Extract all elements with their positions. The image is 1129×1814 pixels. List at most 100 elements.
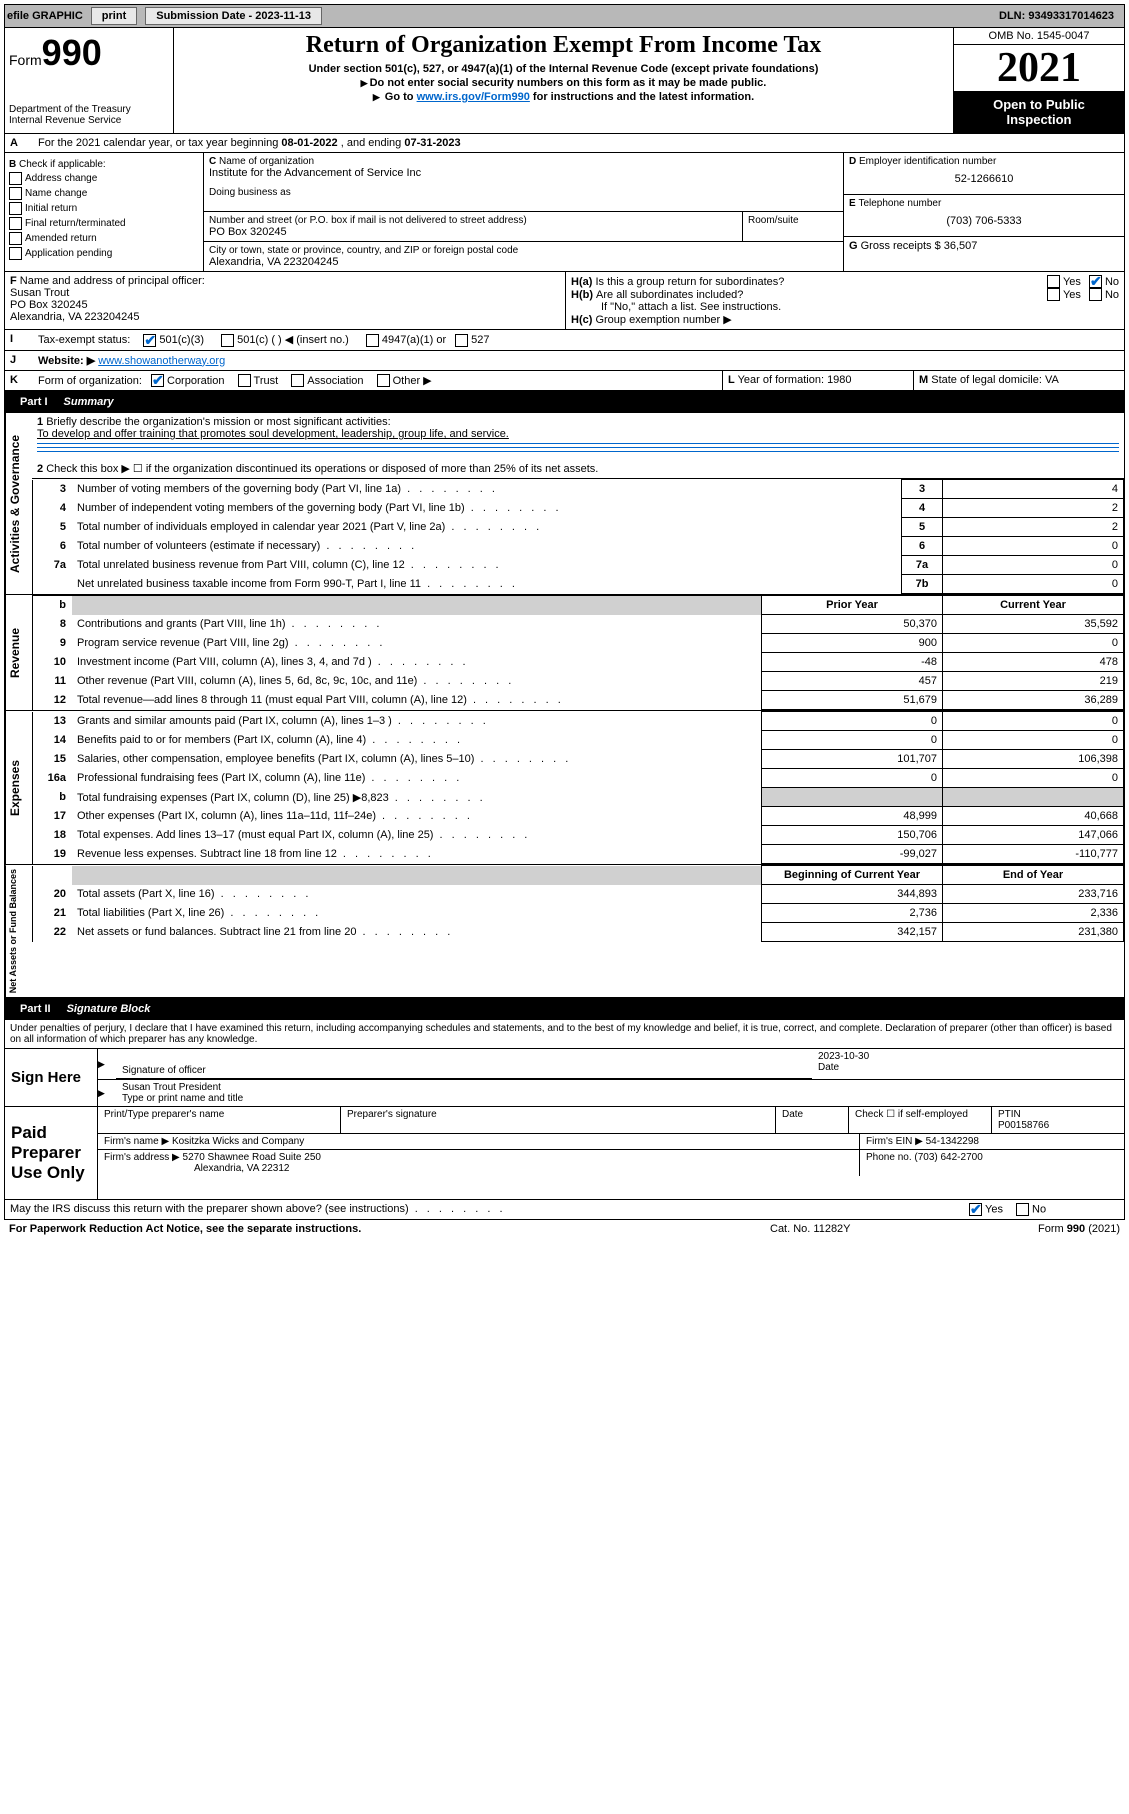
paid-preparer-label: Paid Preparer Use Only	[5, 1107, 98, 1199]
checkbox-527[interactable]	[455, 334, 468, 347]
part-2-header: Part II Signature Block	[4, 998, 1125, 1020]
website-link[interactable]: www.showanotherway.org	[98, 355, 225, 367]
paperwork-notice: For Paperwork Reduction Act Notice, see …	[9, 1223, 770, 1235]
checkbox-association[interactable]	[291, 374, 304, 387]
checkbox-application-pending[interactable]	[9, 247, 22, 260]
identity-block: B Check if applicable: Address change Na…	[4, 153, 1125, 272]
table-row: 4Number of independent voting members of…	[33, 499, 1124, 518]
net-assets-table: Beginning of Current Year End of Year 20…	[32, 865, 1124, 942]
form-number: 990	[42, 32, 102, 73]
table-row: 18Total expenses. Add lines 13–17 (must …	[33, 826, 1124, 845]
net-assets-block: Net Assets or Fund Balances Beginning of…	[4, 865, 1125, 998]
row-j: J Website: ▶ www.showanotherway.org	[4, 351, 1125, 371]
table-row: 5Total number of individuals employed in…	[33, 518, 1124, 537]
table-row: 9Program service revenue (Part VIII, lin…	[33, 634, 1124, 653]
row-i: I Tax-exempt status: 501(c)(3) 501(c) ( …	[4, 330, 1125, 351]
table-row: 21Total liabilities (Part X, line 26)2,7…	[33, 904, 1124, 923]
org-name: Institute for the Advancement of Service…	[209, 167, 838, 179]
table-row: 17Other expenses (Part IX, column (A), l…	[33, 807, 1124, 826]
header-mid: Return of Organization Exempt From Incom…	[174, 28, 953, 133]
checkbox-final-return[interactable]	[9, 217, 22, 230]
dept-label: Department of the Treasury	[9, 104, 169, 115]
paid-preparer-block: Paid Preparer Use Only Print/Type prepar…	[4, 1107, 1125, 1200]
checkbox-4947[interactable]	[366, 334, 379, 347]
checkbox-initial-return[interactable]	[9, 202, 22, 215]
omb-number: OMB No. 1545-0047	[954, 28, 1124, 45]
checkbox-trust[interactable]	[238, 374, 251, 387]
table-row: 19Revenue less expenses. Subtract line 1…	[33, 845, 1124, 864]
table-row: 11Other revenue (Part VIII, column (A), …	[33, 672, 1124, 691]
print-button[interactable]: print	[91, 7, 137, 25]
part-1-header: Part I Summary	[4, 391, 1125, 413]
header-left: Form990 Department of the Treasury Inter…	[5, 28, 174, 133]
footer-row: For Paperwork Reduction Act Notice, see …	[4, 1220, 1125, 1238]
dln-box: DLN: 93493317014623	[999, 10, 1114, 22]
table-row: 10Investment income (Part VIII, column (…	[33, 653, 1124, 672]
tax-year-begin: 08-01-2022	[281, 137, 337, 149]
checkbox-ha-no[interactable]	[1089, 275, 1102, 288]
checkbox-corporation[interactable]	[151, 374, 164, 387]
col-begin-year: Beginning of Current Year	[762, 866, 943, 885]
table-row: bTotal fundraising expenses (Part IX, co…	[33, 788, 1124, 807]
table-row: 3Number of voting members of the governi…	[33, 480, 1124, 499]
governance-table: 3Number of voting members of the governi…	[32, 479, 1124, 594]
arrow-icon	[98, 1087, 107, 1099]
part-1-body: Activities & Governance 1 Briefly descri…	[4, 413, 1125, 595]
officer-group-block: F Name and address of principal officer:…	[4, 272, 1125, 330]
table-row: 7aTotal unrelated business revenue from …	[33, 556, 1124, 575]
firm-phone: (703) 642-2700	[914, 1152, 982, 1163]
table-row: 20Total assets (Part X, line 16)344,8932…	[33, 885, 1124, 904]
checkbox-amended[interactable]	[9, 232, 22, 245]
row-klm: K Form of organization: Corporation Trus…	[4, 371, 1125, 392]
checkbox-501c[interactable]	[221, 334, 234, 347]
ptin-value: P00158766	[998, 1120, 1118, 1131]
expenses-table: 13Grants and similar amounts paid (Part …	[32, 711, 1124, 864]
table-row: 6Total number of volunteers (estimate if…	[33, 537, 1124, 556]
table-row: 16aProfessional fundraising fees (Part I…	[33, 769, 1124, 788]
submission-date-box: Submission Date - 2023-11-13	[145, 7, 322, 25]
firm-name: Kositzka Wicks and Company	[172, 1136, 304, 1147]
year-formation: 1980	[827, 374, 851, 386]
firm-address-2: Alexandria, VA 22312	[104, 1163, 853, 1174]
checkbox-ha-yes[interactable]	[1047, 275, 1060, 288]
gross-receipts: 36,507	[944, 240, 978, 252]
firm-address-1: 5270 Shawnee Road Suite 250	[183, 1152, 321, 1163]
checkbox-discuss-yes[interactable]	[969, 1203, 982, 1216]
sign-here-label: Sign Here	[5, 1049, 98, 1106]
section-h: H(a) Is this a group return for subordin…	[566, 272, 1124, 329]
checkbox-other[interactable]	[377, 374, 390, 387]
org-city: Alexandria, VA 223204245	[209, 256, 838, 268]
vlabel-expenses: Expenses	[5, 711, 32, 864]
section-f: F Name and address of principal officer:…	[5, 272, 566, 329]
form-title: Return of Organization Exempt From Incom…	[182, 32, 945, 59]
arrow-icon	[361, 77, 370, 89]
row-a: A For the 2021 calendar year, or tax yea…	[4, 134, 1125, 153]
table-row: 13Grants and similar amounts paid (Part …	[33, 712, 1124, 731]
checkbox-address-change[interactable]	[9, 172, 22, 185]
header-right: OMB No. 1545-0047 2021 Open to Public In…	[953, 28, 1124, 133]
ein-value: 52-1266610	[849, 167, 1119, 191]
checkbox-501c3[interactable]	[143, 334, 156, 347]
table-row: Net unrelated business taxable income fr…	[33, 575, 1124, 594]
vlabel-governance: Activities & Governance	[5, 413, 32, 594]
irs-link[interactable]: www.irs.gov/Form990	[417, 91, 530, 103]
form-subtitle: Under section 501(c), 527, or 4947(a)(1)…	[182, 63, 945, 75]
open-public-badge: Open to Public Inspection	[954, 91, 1124, 133]
checkbox-discuss-no[interactable]	[1016, 1203, 1029, 1216]
table-row: 15Salaries, other compensation, employee…	[33, 750, 1124, 769]
checkbox-hb-yes[interactable]	[1047, 288, 1060, 301]
officer-name: Susan Trout	[10, 287, 69, 299]
checkbox-hb-no[interactable]	[1089, 288, 1102, 301]
table-row: 22Net assets or fund balances. Subtract …	[33, 923, 1124, 942]
section-b: B Check if applicable: Address change Na…	[5, 153, 204, 271]
discuss-row: May the IRS discuss this return with the…	[4, 1200, 1125, 1220]
section-d-e-g: D Employer identification number 52-1266…	[844, 153, 1124, 271]
table-row: 14Benefits paid to or for members (Part …	[33, 731, 1124, 750]
officer-print-name: Susan Trout President	[122, 1082, 1118, 1093]
top-toolbar: efile GRAPHIC print Submission Date - 20…	[4, 4, 1125, 28]
expenses-block: Expenses 13Grants and similar amounts pa…	[4, 711, 1125, 865]
signature-date: 2023-10-30	[818, 1051, 1118, 1062]
telephone-value: (703) 706-5333	[849, 209, 1119, 233]
col-current-year: Current Year	[943, 596, 1124, 615]
checkbox-name-change[interactable]	[9, 187, 22, 200]
